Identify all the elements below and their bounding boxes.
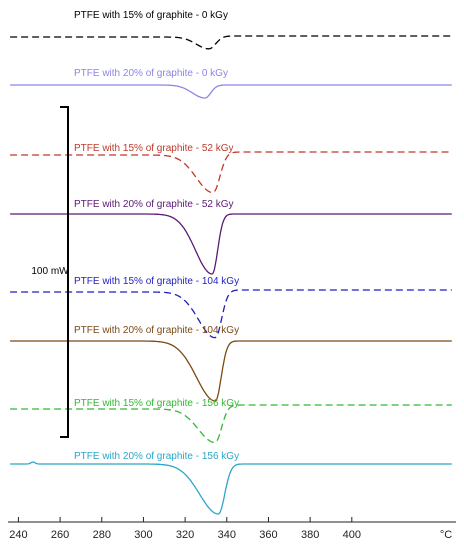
x-tick-label-240: 240 [9, 529, 27, 541]
series-label-1: PTFE with 15% of graphite - 0 kGy [74, 10, 228, 21]
x-tick-label-360: 360 [259, 529, 277, 541]
series-label-8: PTFE with 20% of graphite - 156 kGy [74, 451, 239, 462]
scale-bar-label: 100 mW [31, 266, 69, 277]
x-tick-label-260: 260 [51, 529, 69, 541]
x-tick-label-320: 320 [176, 529, 194, 541]
x-tick-label-300: 300 [134, 529, 152, 541]
x-tick-label-280: 280 [93, 529, 111, 541]
x-axis: 240 260 280 300 320 340 360 380 400 °C [8, 517, 456, 541]
x-tick-label-340: 340 [218, 529, 236, 541]
curves-group [10, 35, 452, 515]
series-label-3: PTFE with 15% of graphite - 52 kGy [74, 143, 234, 154]
series-line-2 [10, 84, 452, 99]
series-line-1 [10, 35, 452, 50]
curve-labels-group: PTFE with 15% of graphite - 0 kGy PTFE wi… [74, 10, 239, 462]
series-line-4 [10, 213, 452, 275]
series-label-7: PTFE with 15% of graphite - 156 kGy [74, 398, 239, 409]
series-label-4: PTFE with 20% of graphite - 52 kGy [74, 199, 234, 210]
series-label-2: PTFE with 20% of graphite - 0 kGy [74, 68, 228, 79]
series-label-5: PTFE with 15% of graphite - 104 kGy [74, 276, 239, 287]
series-line-3 [10, 151, 452, 194]
x-tick-label-400: 400 [343, 529, 361, 541]
scale-bar: 100 mW [31, 106, 69, 438]
scale-bar-bracket [60, 106, 69, 438]
series-line-8 [10, 461, 452, 515]
series-line-7 [10, 404, 452, 443]
series-line-5 [10, 289, 452, 339]
series-line-6 [10, 340, 452, 402]
x-axis-unit: °C [440, 529, 452, 541]
series-label-6: PTFE with 20% of graphite - 104 kGy [74, 325, 239, 336]
x-tick-label-380: 380 [301, 529, 319, 541]
x-ticks: 240 260 280 300 320 340 360 380 400 [9, 517, 361, 541]
